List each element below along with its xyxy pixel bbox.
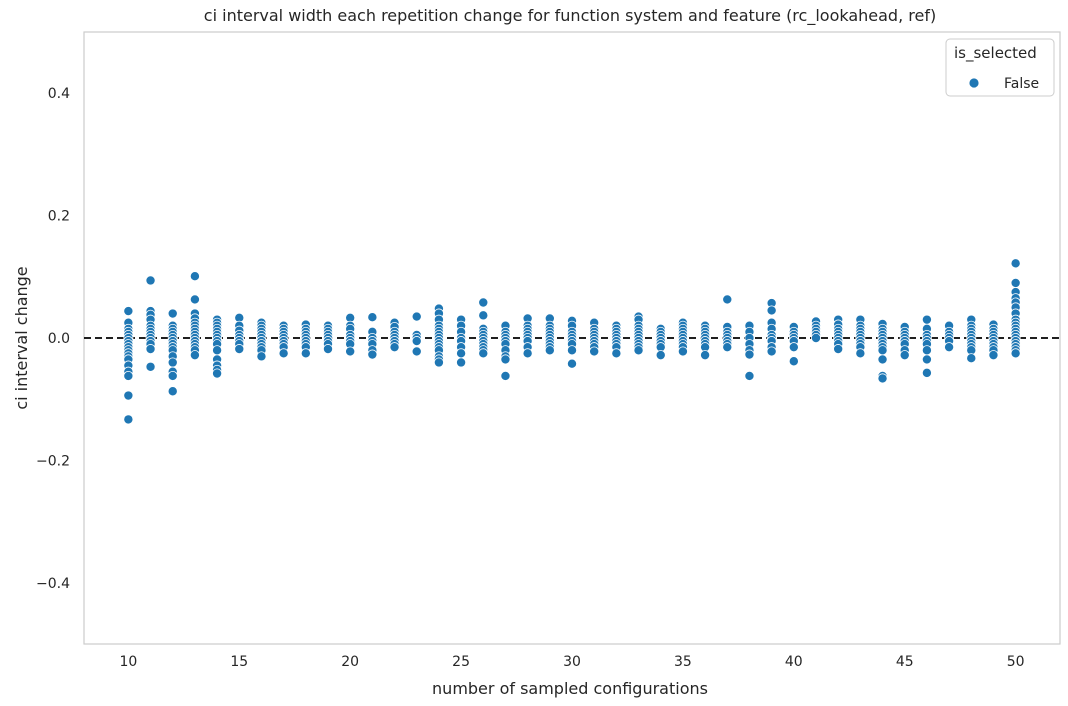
data-point: [1010, 277, 1021, 288]
legend-title: is_selected: [954, 44, 1037, 63]
data-point: [899, 350, 910, 361]
data-point: [921, 345, 932, 356]
data-point: [855, 348, 866, 359]
data-point: [167, 308, 178, 319]
data-point: [766, 305, 777, 316]
data-point: [744, 370, 755, 381]
data-point: [589, 346, 600, 357]
data-point: [433, 357, 444, 368]
data-point: [234, 344, 245, 355]
data-point: [145, 275, 156, 286]
data-point: [123, 306, 134, 317]
data-point: [677, 346, 688, 357]
data-point: [389, 342, 400, 353]
x-tick-label: 10: [119, 654, 137, 670]
data-point: [456, 348, 467, 359]
data-point: [811, 332, 822, 343]
chart-title: ci interval width each repetition change…: [204, 6, 936, 26]
y-tick-label: 0.0: [48, 331, 70, 347]
x-tick-label: 50: [1007, 654, 1025, 670]
data-point: [877, 354, 888, 365]
data-point: [411, 346, 422, 357]
data-point: [367, 312, 378, 323]
data-point: [145, 361, 156, 372]
data-point: [300, 348, 311, 359]
data-point: [167, 357, 178, 368]
x-tick-label: 35: [674, 654, 692, 670]
y-tick-label: −0.4: [36, 576, 70, 592]
data-point: [478, 348, 489, 359]
data-point: [522, 348, 533, 359]
data-point: [189, 271, 200, 282]
data-point: [788, 342, 799, 353]
data-point: [877, 345, 888, 356]
data-point: [478, 310, 489, 321]
data-point: [256, 351, 267, 362]
data-point: [766, 346, 777, 357]
data-point: [722, 342, 733, 353]
data-point: [921, 314, 932, 325]
data-point: [833, 344, 844, 355]
data-point: [189, 294, 200, 305]
data-point: [212, 345, 223, 356]
legend-marker-icon: [968, 77, 980, 89]
data-point: [921, 354, 932, 365]
y-axis-label: ci interval change: [12, 266, 31, 409]
data-point: [456, 357, 467, 368]
data-point: [988, 350, 999, 361]
data-point: [145, 344, 156, 355]
data-point: [411, 336, 422, 347]
x-tick-label: 20: [341, 654, 359, 670]
data-point: [411, 311, 422, 322]
data-point: [633, 345, 644, 356]
data-point: [167, 386, 178, 397]
data-point: [500, 354, 511, 365]
y-tick-label: 0.2: [48, 209, 70, 225]
data-point: [788, 356, 799, 367]
data-point: [212, 368, 223, 379]
y-tick-label: −0.2: [36, 453, 70, 469]
data-point: [567, 345, 578, 356]
data-point: [500, 370, 511, 381]
x-tick-label: 25: [452, 654, 470, 670]
data-point: [167, 370, 178, 381]
data-point: [123, 370, 134, 381]
data-point: [700, 350, 711, 361]
y-axis-ticks: −0.4 −0.2 0.0 0.2 0.4: [36, 86, 70, 592]
data-point: [278, 348, 289, 359]
data-point: [877, 373, 888, 384]
x-tick-label: 40: [785, 654, 803, 670]
data-point: [1010, 258, 1021, 269]
data-point: [123, 414, 134, 425]
data-point: [744, 349, 755, 360]
data-point: [611, 348, 622, 359]
legend-label-false: False: [1004, 76, 1039, 92]
data-point: [322, 344, 333, 355]
x-tick-label: 15: [230, 654, 248, 670]
data-point: [655, 350, 666, 361]
x-tick-label: 45: [896, 654, 914, 670]
data-point: [123, 390, 134, 401]
x-tick-label: 30: [563, 654, 581, 670]
data-point: [478, 297, 489, 308]
data-point: [367, 349, 378, 360]
x-axis-label: number of sampled configurations: [432, 679, 708, 698]
data-point: [189, 350, 200, 361]
data-points: [123, 258, 1021, 425]
x-axis-ticks: 10 15 20 25 30 35 40 45 50: [119, 654, 1024, 670]
y-tick-label: 0.4: [48, 86, 70, 102]
data-point: [722, 294, 733, 305]
data-point: [567, 358, 578, 369]
legend: is_selected False: [945, 38, 1055, 97]
data-point: [944, 342, 955, 353]
data-point: [345, 346, 356, 357]
data-point: [1010, 348, 1021, 359]
data-point: [966, 353, 977, 364]
data-point: [544, 345, 555, 356]
data-point: [921, 367, 932, 378]
